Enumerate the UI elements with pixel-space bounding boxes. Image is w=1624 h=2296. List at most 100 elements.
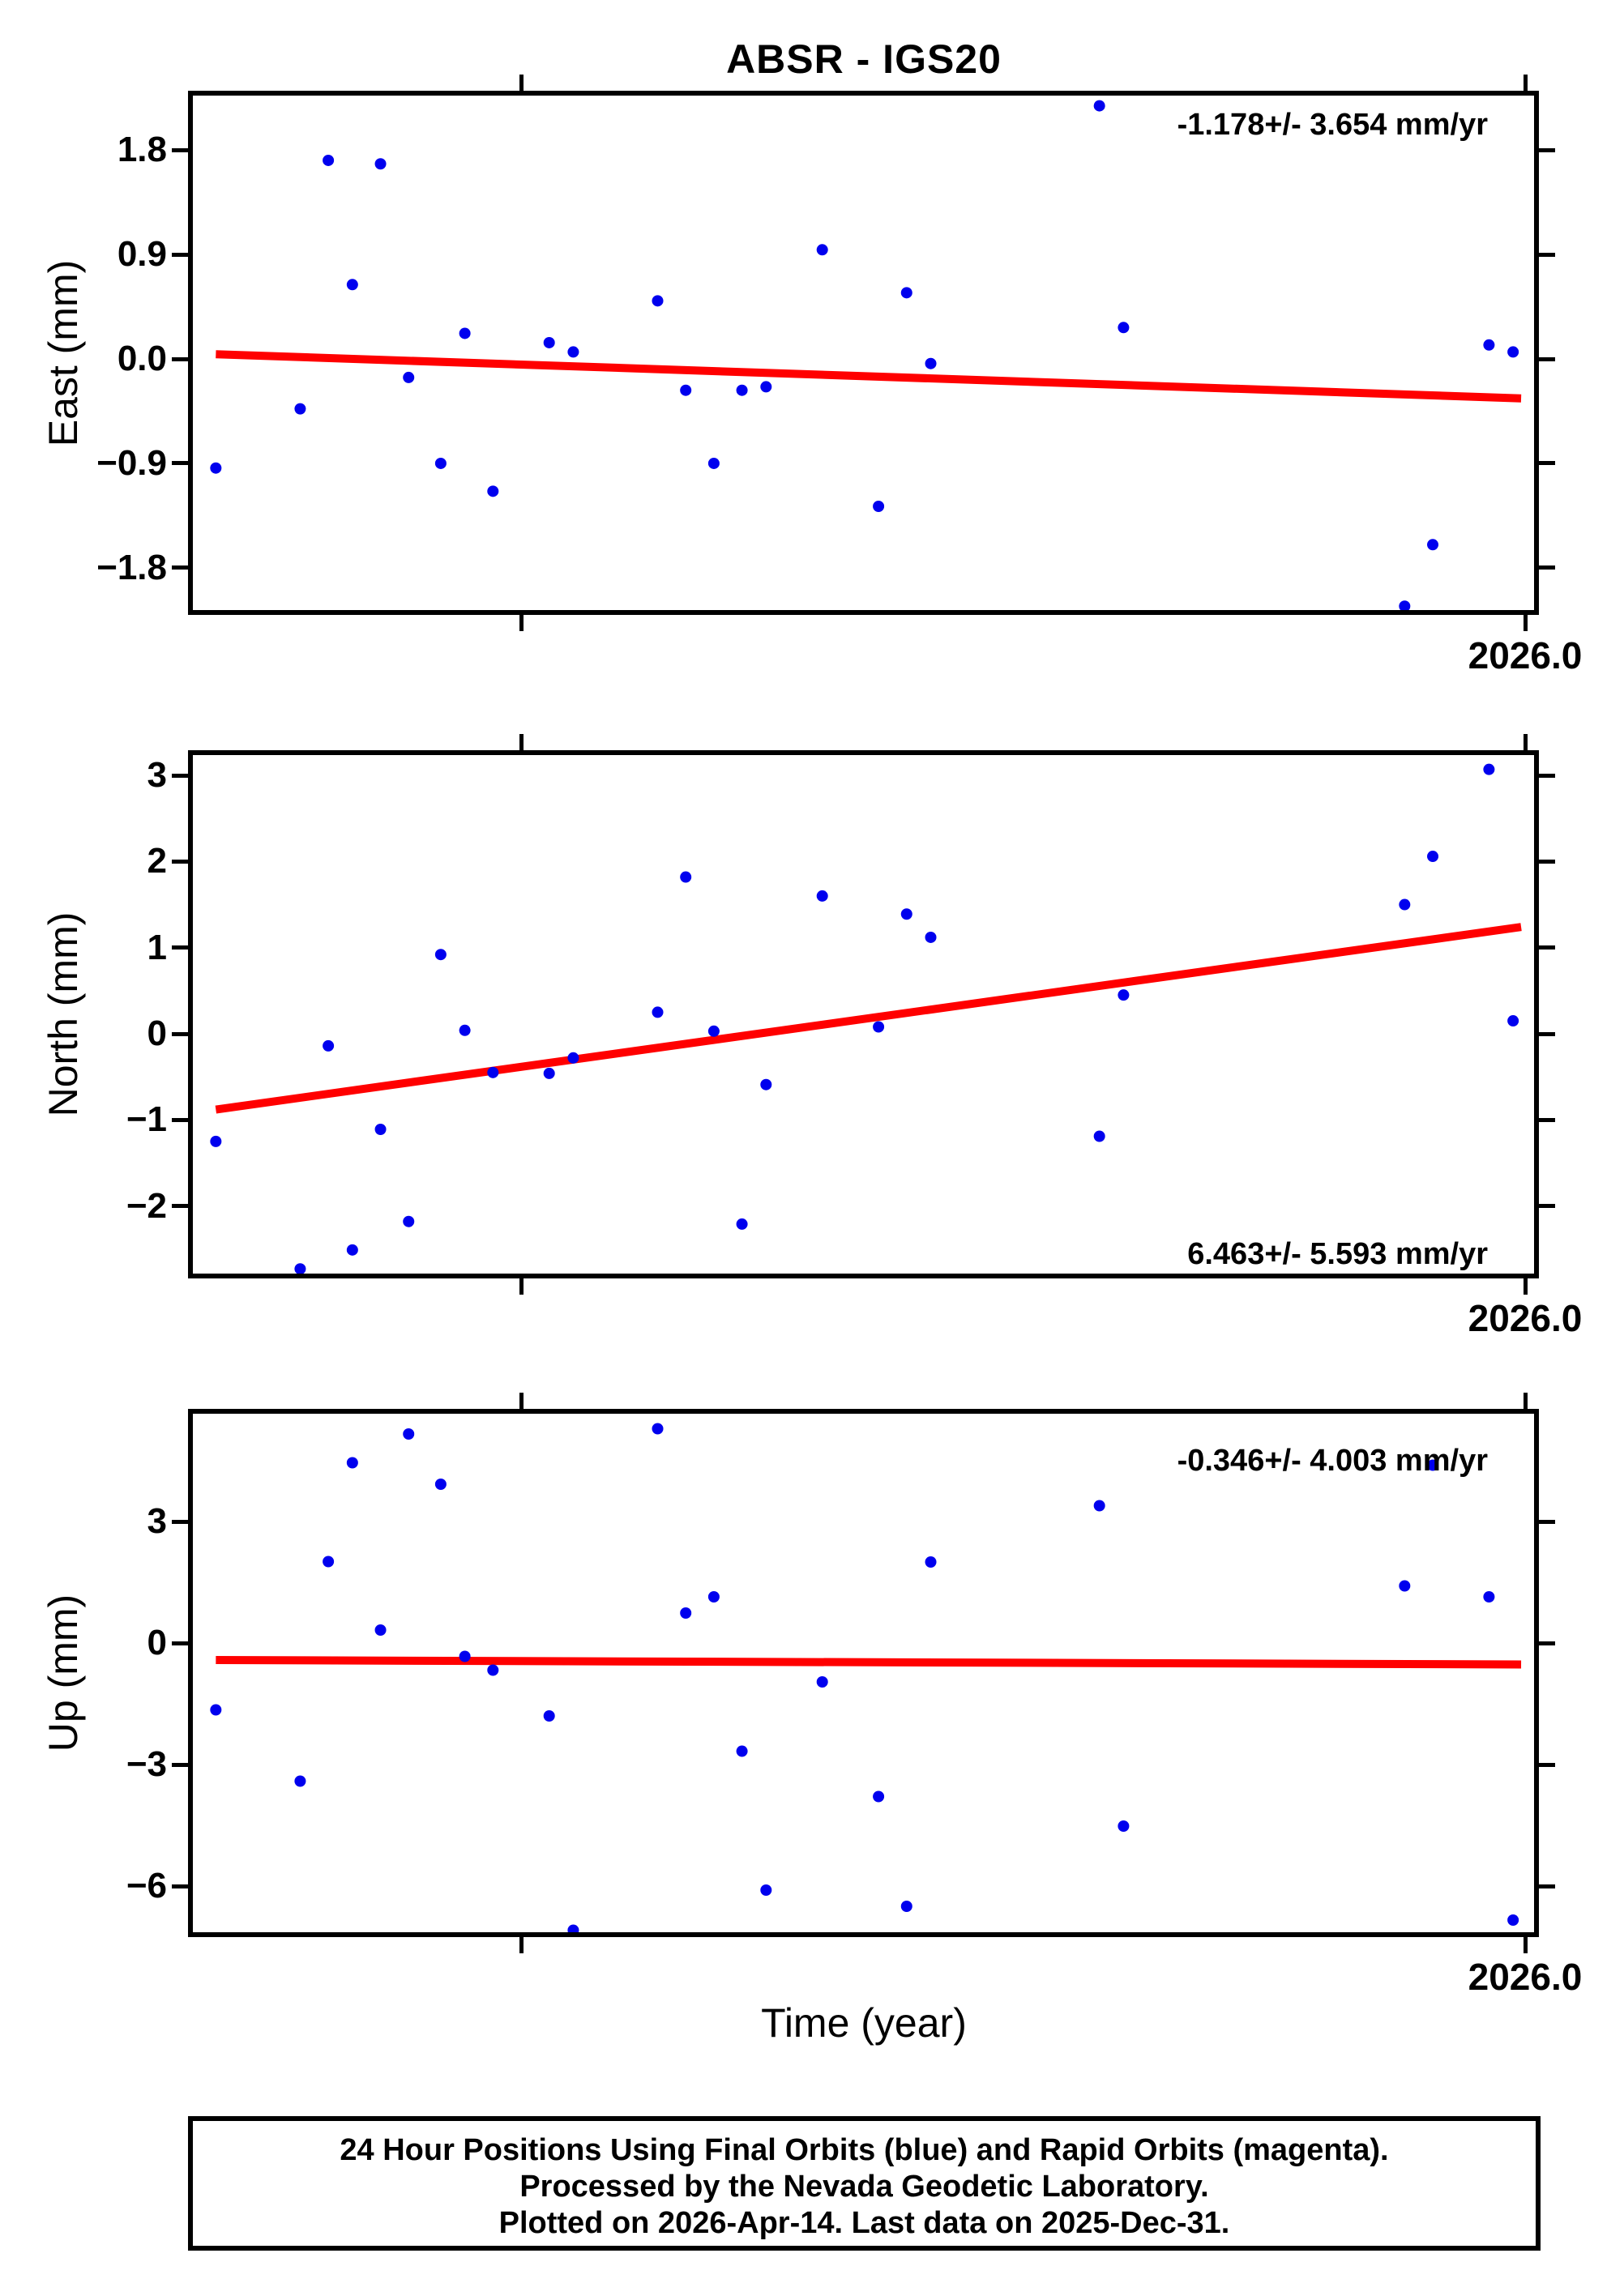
east-data-point: [736, 384, 748, 396]
north-data-point: [816, 890, 828, 902]
page-title: ABSR - IGS20: [726, 36, 1002, 82]
up-ytick-left: [172, 1641, 188, 1645]
east-data-point: [760, 381, 772, 393]
footer-line-2: Processed by the Nevada Geodetic Laborat…: [519, 2170, 1209, 2204]
up-data-point: [925, 1556, 937, 1568]
north-data-point: [323, 1039, 335, 1052]
north-trend-line: [215, 923, 1522, 1114]
north-xtick-top: [519, 734, 524, 750]
east-ytick-left: [172, 461, 188, 466]
east-data-point: [652, 295, 664, 307]
east-axis-title: East (mm): [41, 259, 86, 446]
up-data-point: [816, 1676, 828, 1688]
north-ytick-left: [172, 1031, 188, 1036]
north-ytick-label: 3: [147, 755, 167, 796]
north-data-point: [652, 1006, 664, 1018]
east-ytick-right: [1539, 147, 1555, 152]
east-xtick-bottom: [1523, 615, 1528, 631]
up-data-point: [736, 1745, 748, 1757]
north-data-point: [1427, 851, 1439, 863]
up-data-point: [487, 1664, 499, 1676]
east-ytick-right: [1539, 252, 1555, 257]
up-data-point: [1118, 1820, 1130, 1832]
east-ytick-label: −0.9: [96, 442, 167, 483]
east-xtick-top: [519, 75, 524, 91]
north-data-point: [736, 1218, 748, 1230]
north-xtick-bottom: [519, 1278, 524, 1295]
up-ytick-right: [1539, 1519, 1555, 1524]
up-ytick-label: −6: [126, 1866, 167, 1906]
north-xtick-top: [1523, 734, 1528, 750]
up-ytick-left: [172, 1884, 188, 1888]
east-data-point: [323, 154, 335, 166]
up-data-point: [323, 1556, 335, 1568]
north-ytick-label: 0: [147, 1014, 167, 1053]
north-xtick-bottom: [1523, 1278, 1528, 1295]
footer-line-3: Plotted on 2026-Apr-14. Last data on 202…: [498, 2206, 1230, 2240]
east-ytick-label: 0.0: [117, 339, 167, 378]
up-trend-line: [216, 1656, 1522, 1669]
east-ytick-label: 0.9: [117, 234, 167, 275]
up-data-point: [567, 1924, 579, 1932]
north-data-point: [567, 1052, 579, 1064]
north-data-point: [543, 1067, 555, 1079]
north-data-point: [760, 1078, 772, 1090]
up-data-point: [374, 1624, 387, 1636]
east-data-point: [434, 457, 447, 469]
east-data-point: [1483, 339, 1495, 351]
up-data-point: [1483, 1591, 1495, 1603]
north-data-point: [1483, 763, 1495, 775]
east-ytick-left: [172, 356, 188, 361]
up-data-point: [1093, 1500, 1105, 1512]
north-ytick-right: [1539, 859, 1555, 864]
east-data-point: [816, 244, 828, 256]
up-data-point: [760, 1884, 772, 1896]
east-ytick-left: [172, 147, 188, 152]
up-ytick-left: [172, 1762, 188, 1767]
up-ytick-left: [172, 1519, 188, 1524]
up-data-point: [680, 1607, 692, 1619]
north-data-point: [487, 1066, 499, 1078]
north-ytick-label: −1: [126, 1099, 167, 1140]
east-data-point: [925, 357, 937, 369]
north-data-point: [294, 1263, 306, 1274]
east-data-point: [1507, 346, 1519, 358]
up-xtick-bottom: [1523, 1937, 1528, 1953]
up-axis-title: Up (mm): [41, 1594, 86, 1752]
up-data-point: [1507, 1914, 1519, 1926]
north-ytick-left: [172, 859, 188, 864]
east-data-point: [1118, 322, 1130, 334]
up-data-point: [294, 1775, 306, 1787]
east-trend-line: [216, 350, 1522, 403]
east-ytick-right: [1539, 565, 1555, 570]
east-data-point: [346, 279, 358, 291]
north-ytick-left: [172, 773, 188, 778]
east-data-point: [1427, 539, 1439, 551]
up-data-point: [1399, 1580, 1411, 1592]
up-data-point: [707, 1591, 720, 1603]
east-velocity-annotation: -1.178+/- 3.654 mm/yr: [1177, 108, 1488, 142]
north-ytick-right: [1539, 773, 1555, 778]
north-xtick-label: 2026.0: [1468, 1297, 1583, 1339]
east-data-point: [543, 336, 555, 348]
up-velocity-annotation: -0.346+/- 4.003 mm/yr: [1177, 1444, 1488, 1478]
footer-line-1: 24 Hour Positions Using Final Orbits (bl…: [340, 2133, 1389, 2167]
up-plot-frame: [188, 1409, 1539, 1937]
north-data-point: [374, 1123, 387, 1135]
north-data-point: [1093, 1130, 1105, 1142]
east-data-point: [487, 485, 499, 497]
east-xtick-label: 2026.0: [1468, 634, 1583, 676]
north-data-point: [925, 931, 937, 943]
up-plot-area: [210, 1423, 1522, 1932]
east-ytick-right: [1539, 461, 1555, 466]
up-xtick-top: [1523, 1393, 1528, 1409]
north-ytick-right: [1539, 1031, 1555, 1036]
north-ytick-right: [1539, 1204, 1555, 1209]
up-ytick-label: −3: [126, 1744, 167, 1784]
east-ytick-label: −1.8: [96, 547, 167, 587]
east-xtick-bottom: [519, 615, 524, 631]
east-data-point: [707, 457, 720, 469]
north-data-point: [1399, 898, 1411, 911]
up-ytick-label: 3: [147, 1501, 167, 1541]
